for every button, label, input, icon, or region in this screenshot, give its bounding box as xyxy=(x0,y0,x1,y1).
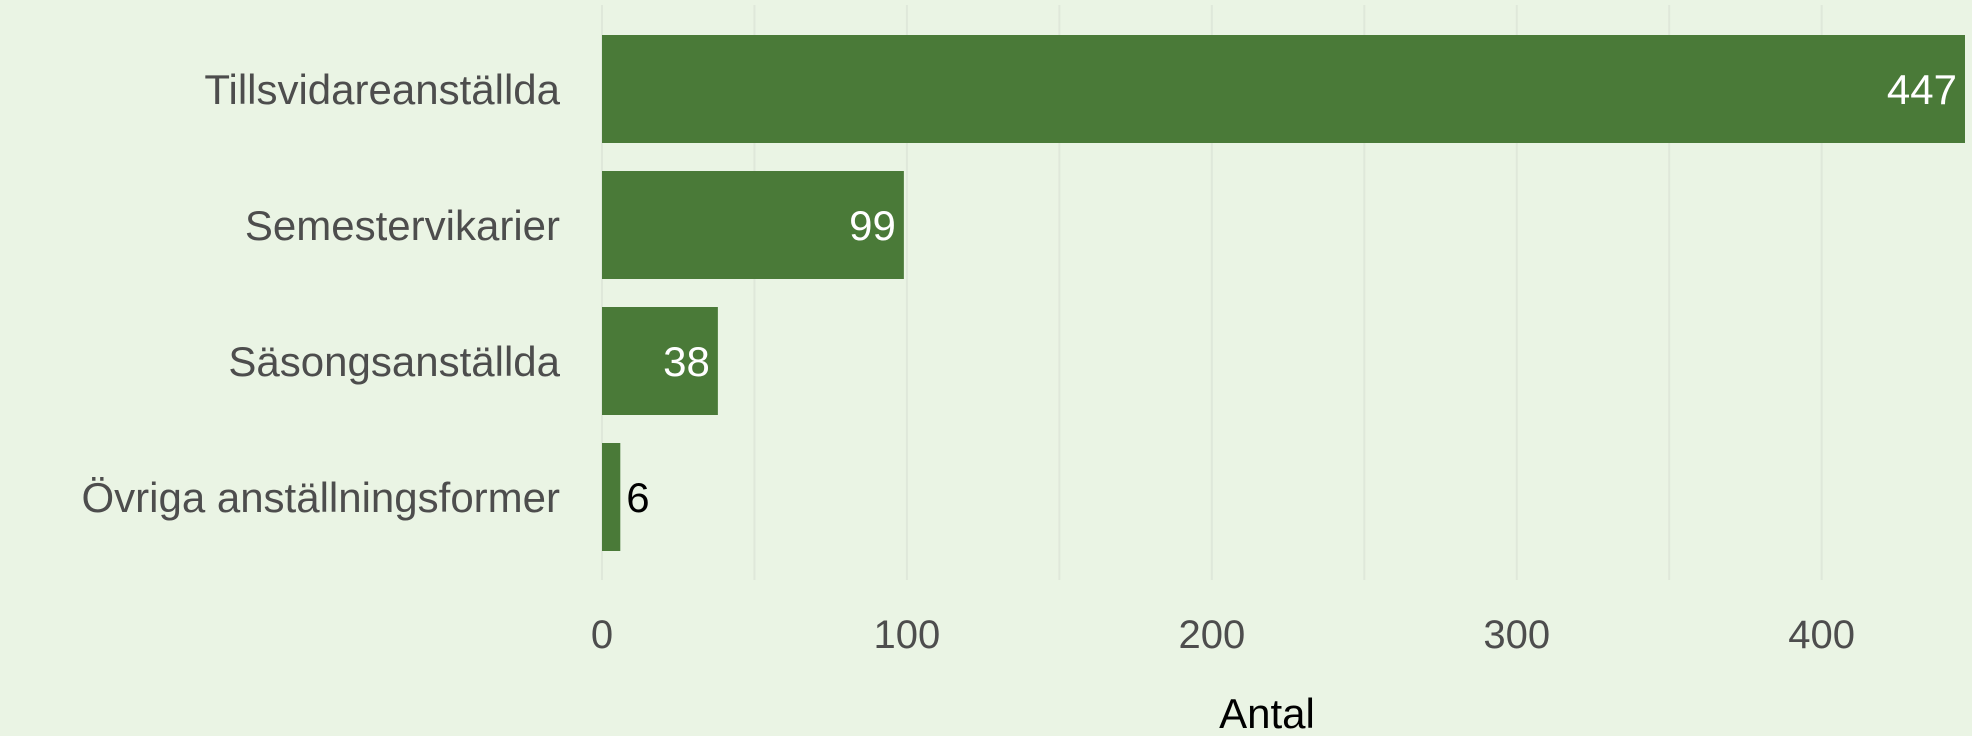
category-label: Tillsvidareanställda xyxy=(204,66,560,113)
category-labels: Tillsvidareanställda Semestervikarier Säso… xyxy=(81,66,560,521)
data-labels: 447 99 38 6 xyxy=(626,66,1957,521)
data-label: 447 xyxy=(1887,66,1957,113)
bar xyxy=(602,171,904,279)
x-tick-label: 100 xyxy=(874,613,941,657)
x-tick-labels: 0 100 200 300 400 xyxy=(591,613,1855,657)
data-label: 6 xyxy=(626,474,649,521)
data-label: 99 xyxy=(849,202,896,249)
x-tick-label: 300 xyxy=(1483,613,1550,657)
category-label: Övriga anställningsformer xyxy=(81,474,560,521)
x-tick-label: 200 xyxy=(1178,613,1245,657)
data-label: 38 xyxy=(663,338,710,385)
x-tick-label: 400 xyxy=(1788,613,1855,657)
x-tick-label: 0 xyxy=(591,613,613,657)
category-label: Semestervikarier xyxy=(245,202,560,249)
bar xyxy=(602,307,718,415)
bars xyxy=(602,35,1965,551)
bar xyxy=(602,35,1965,143)
category-label: Säsongsanställda xyxy=(228,338,560,385)
bar xyxy=(602,443,621,551)
x-axis-title: Antal xyxy=(1219,690,1315,736)
